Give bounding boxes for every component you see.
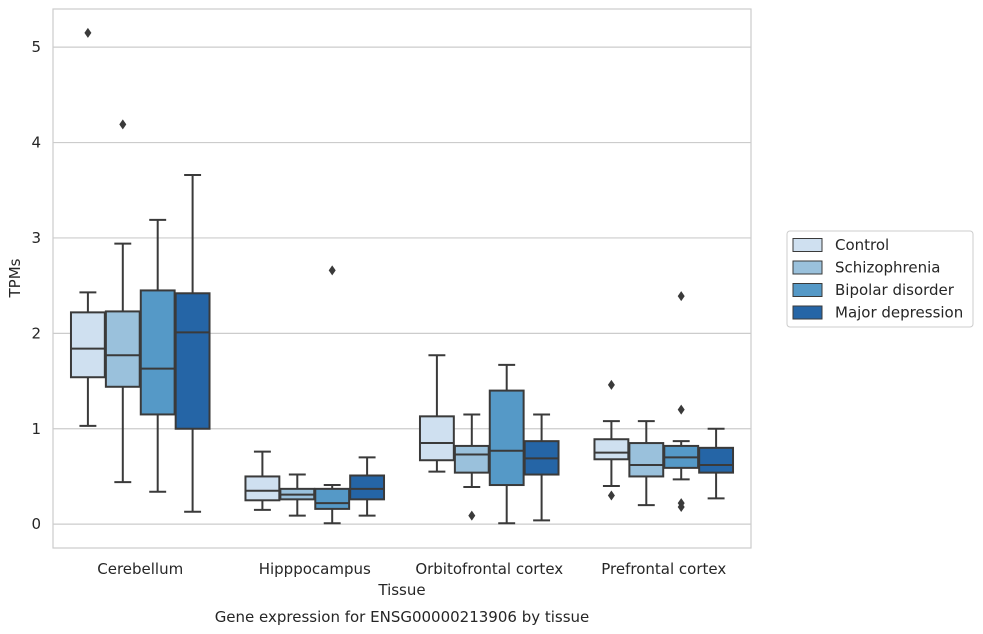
- box-group: [279, 473, 316, 517]
- x-tick-label: Hipppocampus: [259, 560, 371, 578]
- box-iqr: [349, 474, 386, 501]
- y-tick-label: 2: [31, 324, 41, 342]
- legend-label: Schizophrenia: [835, 259, 940, 277]
- outlier-point: [607, 379, 615, 390]
- box-iqr: [244, 475, 281, 502]
- box-iqr: [314, 487, 351, 510]
- box-iqr: [593, 438, 630, 461]
- box-group: [314, 265, 351, 525]
- legend-swatch: [792, 260, 823, 275]
- y-tick-label: 3: [31, 229, 41, 247]
- outlier-point: [677, 404, 685, 415]
- legend-frame: [786, 230, 974, 328]
- outlier-point: [468, 510, 476, 521]
- legend-label: Bipolar disorder: [835, 281, 955, 299]
- box-iqr: [69, 311, 106, 379]
- legend-swatch: [792, 238, 823, 252]
- box-group: [104, 119, 141, 484]
- plot-area-frame: [52, 8, 752, 549]
- outlier-point: [84, 27, 92, 38]
- box-group: [69, 27, 106, 427]
- y-tick-label: 5: [31, 38, 41, 56]
- legend-swatch: [792, 283, 823, 297]
- series-bipolar-disorder: [139, 218, 700, 525]
- box-group: [488, 363, 525, 525]
- box-group: [418, 354, 455, 473]
- series-schizophrenia: [104, 119, 665, 521]
- box-group: [698, 427, 735, 500]
- box-iqr: [139, 289, 176, 416]
- box-group: [593, 379, 630, 501]
- series-control: [69, 27, 630, 511]
- y-tick-label: 1: [31, 420, 41, 438]
- box-iqr: [628, 442, 665, 478]
- box-group: [349, 456, 386, 517]
- box-iqr: [488, 389, 525, 487]
- box-iqr: [104, 310, 141, 388]
- legend-swatch: [792, 305, 823, 320]
- box-group: [453, 413, 490, 521]
- box-iqr: [453, 444, 490, 474]
- legend-label: Control: [835, 236, 889, 254]
- x-tick-label: Prefrontal cortex: [601, 560, 726, 578]
- x-tick-label: Orbitofrontal cortex: [415, 560, 563, 578]
- outlier-point: [328, 265, 336, 276]
- box-iqr: [698, 446, 735, 474]
- box-group: [628, 420, 665, 507]
- box-group: [523, 413, 560, 522]
- box-group: [663, 291, 700, 512]
- y-axis-ticks: 0 1 2 3 4 5: [31, 38, 41, 533]
- x-axis-label: Tissue: [377, 581, 425, 599]
- series-major-depression: [174, 173, 735, 522]
- box-groups: [69, 27, 735, 525]
- box-iqr: [174, 292, 211, 430]
- outlier-point: [677, 291, 685, 302]
- x-tick-label: Cerebellum: [97, 560, 183, 578]
- box-iqr: [418, 415, 455, 462]
- box-group: [244, 450, 281, 511]
- outlier-point: [607, 490, 615, 501]
- box-group: [139, 218, 176, 493]
- y-axis-label: TPMs: [6, 258, 24, 298]
- y-tick-label: 0: [31, 515, 41, 533]
- x-axis-ticks: Cerebellum Hipppocampus Orbitofrontal cort…: [97, 560, 726, 578]
- legend-label: Major depression: [835, 304, 963, 322]
- outlier-point: [119, 119, 127, 130]
- box-group: [174, 173, 211, 513]
- y-tick-label: 4: [31, 134, 41, 152]
- outlier-point: [677, 498, 685, 509]
- legend: Control Schizophrenia Bipolar disorder Majo…: [786, 230, 974, 328]
- chart-caption: Gene expression for ENSG00000213906 by t…: [215, 608, 590, 626]
